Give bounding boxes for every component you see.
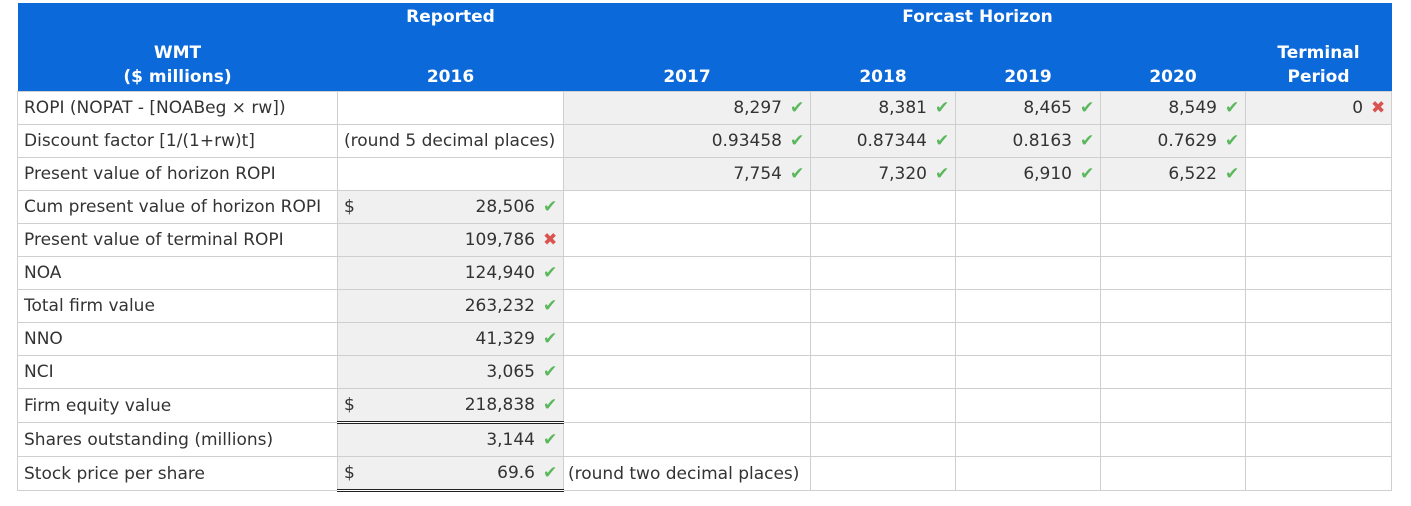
row-label: NCI [17,355,338,389]
header-company: WMT [17,37,338,63]
row-label: Firm equity value [17,388,338,423]
check-icon: ✔ [935,98,950,118]
header-year-2016: 2016 [337,63,564,92]
input-shares-outstanding[interactable]: 3,144 ✔ [337,422,564,457]
input-discount-2017[interactable]: 0.93458 ✔ [563,124,811,158]
header-reported: Reported [337,3,564,37]
input-pv-2018[interactable]: 7,320 ✔ [810,157,956,191]
input-pv-2020[interactable]: 6,522 ✔ [1100,157,1246,191]
input-nci[interactable]: 3,065 ✔ [337,355,564,389]
check-icon: ✔ [1080,131,1095,151]
input-pv-2019[interactable]: 6,910 ✔ [955,157,1101,191]
check-icon: ✔ [543,430,558,450]
check-icon: ✔ [543,362,558,382]
input-pv-2017[interactable]: 7,754 ✔ [563,157,811,191]
table-row-discount-factor: Discount factor [1/(1+rw)t] (round 5 dec… [17,124,1393,158]
header-forecast-horizon: Forcast Horizon [563,3,1392,37]
input-discount-2020[interactable]: 0.7629 ✔ [1100,124,1246,158]
check-icon: ✔ [1225,98,1240,118]
header-year-2017: 2017 [563,63,811,92]
currency-symbol: $ [344,197,355,217]
input-total-firm-value[interactable]: 263,232 ✔ [337,289,564,323]
header-year-2018: 2018 [810,63,956,92]
row-label: NOA [17,256,338,290]
check-icon: ✔ [1225,131,1240,151]
table-row-ropi: ROPI (NOPAT - [NOABeg × rw]) 8,297 ✔ 8,38… [17,91,1393,125]
check-icon: ✔ [543,463,558,483]
input-nno[interactable]: 41,329 ✔ [337,322,564,356]
check-icon: ✔ [790,98,805,118]
input-cum-pv[interactable]: $28,506 ✔ [337,190,564,224]
table-header: Reported Forcast Horizon WMT Terminal ($… [17,3,1392,92]
check-icon: ✔ [543,296,558,316]
row-label: ROPI (NOPAT - [NOABeg × rw]) [17,91,338,125]
row-label: Stock price per share [17,456,338,491]
input-ropi-2020[interactable]: 8,549 ✔ [1100,91,1246,125]
check-icon: ✔ [543,329,558,349]
row-label: NNO [17,322,338,356]
input-ropi-2018[interactable]: 8,381 ✔ [810,91,956,125]
table-row-noa: NOA 124,940 ✔ [17,256,1393,290]
check-icon: ✔ [543,263,558,283]
check-icon: ✔ [1225,164,1240,184]
header-terminal-2: Period [1245,63,1392,92]
table-row-nno: NNO 41,329 ✔ [17,322,1393,356]
header-year-2020: 2020 [1100,63,1246,92]
table-row-total-firm-value: Total firm value 263,232 ✔ [17,289,1393,323]
header-year-2019: 2019 [955,63,1101,92]
table-row-cum-pv: Cum present value of horizon ROPI $28,50… [17,190,1393,224]
input-discount-2019[interactable]: 0.8163 ✔ [955,124,1101,158]
table-row-pv-terminal: Present value of terminal ROPI 109,786 ✖ [17,223,1393,257]
check-icon: ✔ [935,164,950,184]
header-blank [17,3,338,37]
input-firm-equity-value[interactable]: $218,838 ✔ [337,388,564,424]
input-pv-terminal[interactable]: 109,786 ✖ [337,223,564,257]
table-row-nci: NCI 3,065 ✔ [17,355,1393,389]
cross-icon: ✖ [543,230,558,250]
check-icon: ✔ [543,395,558,415]
cross-icon: ✖ [1371,98,1386,118]
header-units: ($ millions) [17,63,338,92]
valuation-table: Reported Forcast Horizon WMT Terminal ($… [17,3,1393,492]
check-icon: ✔ [1080,98,1095,118]
input-ropi-2019[interactable]: 8,465 ✔ [955,91,1101,125]
input-ropi-terminal[interactable]: 0 ✖ [1244,91,1393,125]
row-label: Total firm value [17,289,338,323]
row-label: Shares outstanding (millions) [17,422,338,457]
table-row-stock-price: Stock price per share $69.6 ✔ (round two … [17,456,1393,492]
row-label: Discount factor [1/(1+rw)t] [17,124,338,158]
cell-2016 [337,91,564,125]
check-icon: ✔ [790,164,805,184]
input-ropi-2017[interactable]: 8,297 ✔ [563,91,811,125]
row-label: Cum present value of horizon ROPI [17,190,338,224]
table-row-shares-outstanding: Shares outstanding (millions) 3,144 ✔ [17,422,1393,457]
check-icon: ✔ [543,197,558,217]
currency-symbol: $ [344,463,355,483]
table-row-firm-equity-value: Firm equity value $218,838 ✔ [17,388,1393,424]
input-discount-2018[interactable]: 0.87344 ✔ [810,124,956,158]
check-icon: ✔ [935,131,950,151]
input-noa[interactable]: 124,940 ✔ [337,256,564,290]
check-icon: ✔ [790,131,805,151]
check-icon: ✔ [1080,164,1095,184]
header-terminal-1: Terminal [1245,37,1392,63]
input-stock-price[interactable]: $69.6 ✔ [337,456,564,492]
rounding-note: (round 5 decimal places) [337,124,564,158]
currency-symbol: $ [344,395,355,415]
row-label: Present value of terminal ROPI [17,223,338,257]
row-label: Present value of horizon ROPI [17,157,338,191]
rounding-note: (round two decimal places) [563,456,811,491]
table-row-pv-horizon: Present value of horizon ROPI 7,754 ✔ 7,3… [17,157,1393,191]
